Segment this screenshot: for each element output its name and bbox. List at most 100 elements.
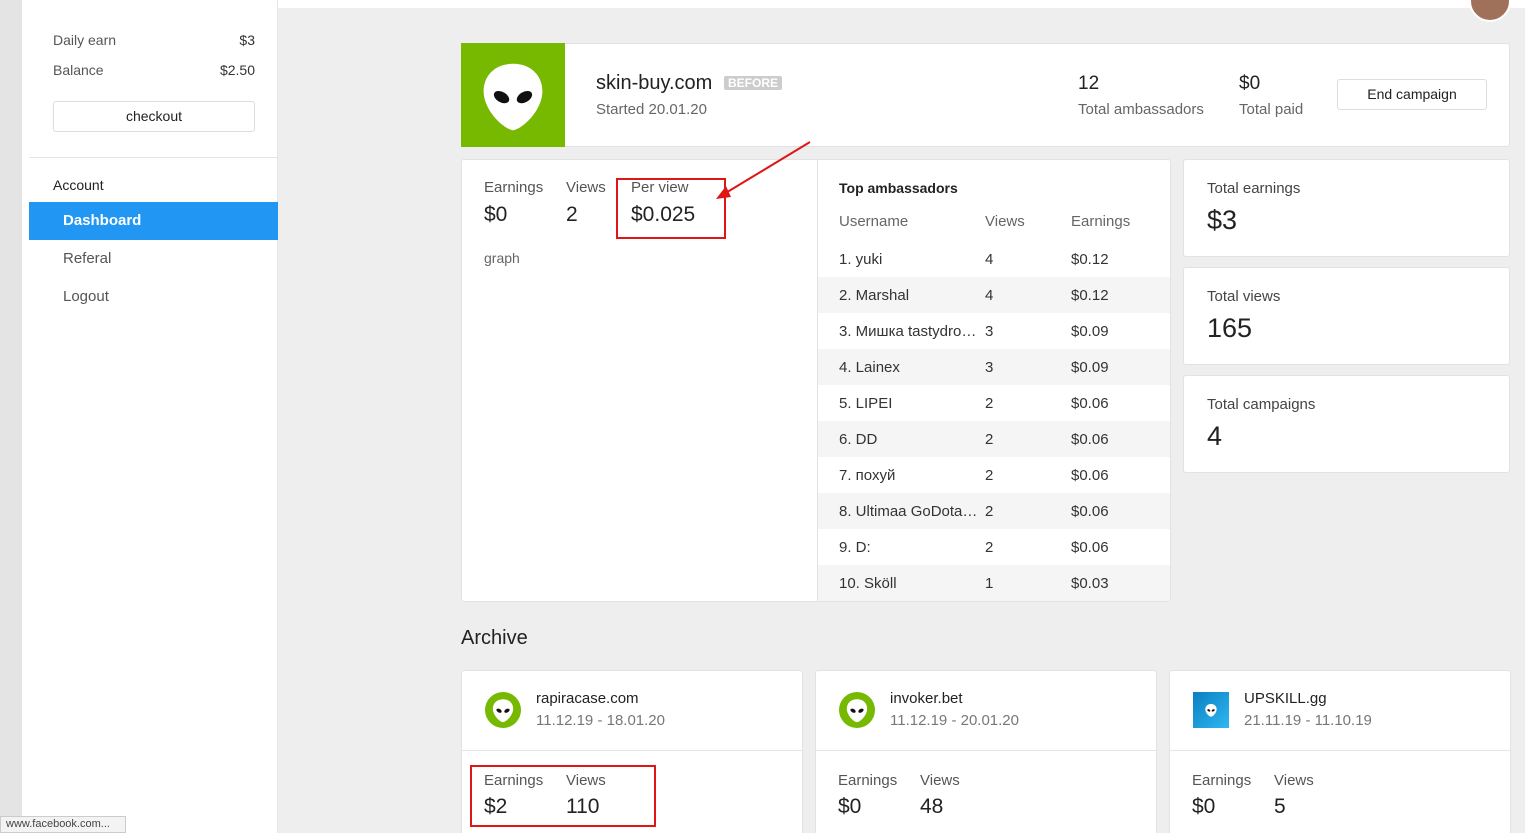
stat-label: Earnings xyxy=(484,179,544,196)
table-cell: 2 xyxy=(985,431,994,448)
archive-divider xyxy=(815,750,1157,751)
column-header: Earnings xyxy=(1071,213,1131,230)
archive-stat-label: Earnings xyxy=(1192,772,1252,789)
table-cell: 4 xyxy=(985,251,994,268)
stat-value: $0.025 xyxy=(631,203,696,227)
campaign-started: Started 20.01.20 xyxy=(596,101,707,118)
table-cell: $0.06 xyxy=(1071,431,1109,448)
daily-earn-label: Daily earn xyxy=(53,31,117,48)
stat-label: Views xyxy=(566,179,606,196)
table-cell: $0.06 xyxy=(1071,503,1109,520)
campaign-logo xyxy=(461,43,565,147)
stat-label: Per view xyxy=(631,179,689,196)
table-cell: $0.06 xyxy=(1071,395,1109,412)
archive-stat-value: $0 xyxy=(1192,795,1216,819)
balance-label: Balance xyxy=(53,61,104,78)
table-cell: $0.03 xyxy=(1071,575,1109,592)
table-cell: 2 xyxy=(985,467,994,484)
total-label: Total campaigns xyxy=(1207,396,1316,413)
table-cell: $0.09 xyxy=(1071,359,1109,376)
table-cell: $0.06 xyxy=(1071,467,1109,484)
table-cell: 1 xyxy=(985,575,994,592)
balance-value: $2.50 xyxy=(219,61,255,78)
column-header: Username xyxy=(839,213,909,230)
archive-dates: 21.11.19 - 11.10.19 xyxy=(1244,712,1372,729)
archive-stat-label: Earnings xyxy=(484,772,544,789)
archive-divider xyxy=(1169,750,1511,751)
total-value: 4 xyxy=(1207,420,1223,451)
row-stripe xyxy=(818,493,1170,529)
archive-card[interactable] xyxy=(461,670,803,833)
daily-earn-value: $3 xyxy=(239,31,255,48)
table-cell: 7. похуй xyxy=(839,467,896,484)
table-cell: 4. Lainex xyxy=(839,359,900,376)
sidebar xyxy=(22,0,278,833)
total-label: Total earnings xyxy=(1207,180,1301,197)
archive-dates: 11.12.19 - 20.01.20 xyxy=(890,712,1019,729)
archive-title: Archive xyxy=(461,627,528,649)
table-cell: 2 xyxy=(985,395,994,412)
left-strip xyxy=(0,0,22,833)
campaign-card xyxy=(461,43,1510,147)
menu-item[interactable]: Dashboard xyxy=(63,212,142,229)
column-header: Views xyxy=(985,213,1025,230)
menu-item[interactable]: Referal xyxy=(63,250,112,267)
table-cell: 3. Мишка tastydro… xyxy=(839,323,977,340)
campaign-badge: BEFORE xyxy=(724,75,783,91)
total-value: $3 xyxy=(1207,204,1238,235)
archive-name: UPSKILL.gg xyxy=(1244,690,1327,707)
ambassadors-panel xyxy=(817,159,1171,602)
table-cell: $0.12 xyxy=(1071,251,1109,268)
total-value: 165 xyxy=(1207,312,1253,343)
campaign-stat-value: 12 xyxy=(1078,72,1100,94)
table-cell: 2 xyxy=(985,539,994,556)
table-cell: 2 xyxy=(985,503,994,520)
total-label: Total views xyxy=(1207,288,1281,305)
table-cell: $0.12 xyxy=(1071,287,1109,304)
archive-card[interactable] xyxy=(815,670,1157,833)
end-campaign-button[interactable] xyxy=(1337,79,1487,110)
status-url: www.facebook.com... xyxy=(6,818,110,831)
row-stripe xyxy=(818,277,1170,313)
archive-stat-value: $2 xyxy=(484,795,508,819)
archive-logo xyxy=(839,692,875,728)
total-card xyxy=(1183,267,1510,365)
archive-stat-value: $0 xyxy=(838,795,862,819)
archive-name: invoker.bet xyxy=(890,690,963,707)
table-cell: 8. Ultimaa GoDota… xyxy=(839,503,978,520)
campaign-stat-label: Total paid xyxy=(1239,101,1304,118)
archive-stat-value: 48 xyxy=(920,795,944,819)
table-cell: 3 xyxy=(985,323,994,340)
archive-stat-label: Views xyxy=(920,772,960,789)
menu-item[interactable]: Logout xyxy=(63,288,109,305)
end-campaign-label[interactable]: End campaign xyxy=(1367,85,1457,102)
table-cell: $0.09 xyxy=(1071,323,1109,340)
table-cell: 6. DD xyxy=(839,431,878,448)
table-cell: 3 xyxy=(985,359,994,376)
archive-stat-value: 5 xyxy=(1274,795,1286,819)
campaign-name: skin-buy.com xyxy=(596,72,713,94)
table-cell: 4 xyxy=(985,287,994,304)
archive-logo-mark xyxy=(1205,704,1217,717)
table-cell: 5. LIPEI xyxy=(839,395,893,412)
archive-stat-label: Views xyxy=(566,772,606,789)
sidebar-divider xyxy=(29,157,278,158)
highlight-box xyxy=(616,178,726,239)
table-cell: 10. Sköll xyxy=(839,575,897,592)
table-cell: 1. yuki xyxy=(839,251,883,268)
row-stripe xyxy=(818,349,1170,385)
table-cell: $0.06 xyxy=(1071,539,1109,556)
section-title: Account xyxy=(53,176,104,193)
checkout-label[interactable]: checkout xyxy=(125,107,183,124)
avatar xyxy=(1469,0,1511,22)
highlight-box xyxy=(470,765,656,827)
checkout-button[interactable] xyxy=(53,101,255,132)
menu-active[interactable] xyxy=(29,202,278,240)
archive-stat-label: Views xyxy=(1274,772,1314,789)
archive-dates: 11.12.19 - 18.01.20 xyxy=(536,712,665,729)
row-stripe xyxy=(818,421,1170,457)
row-stripe xyxy=(818,565,1170,601)
total-card xyxy=(1183,159,1510,257)
top-strip xyxy=(278,0,1525,8)
